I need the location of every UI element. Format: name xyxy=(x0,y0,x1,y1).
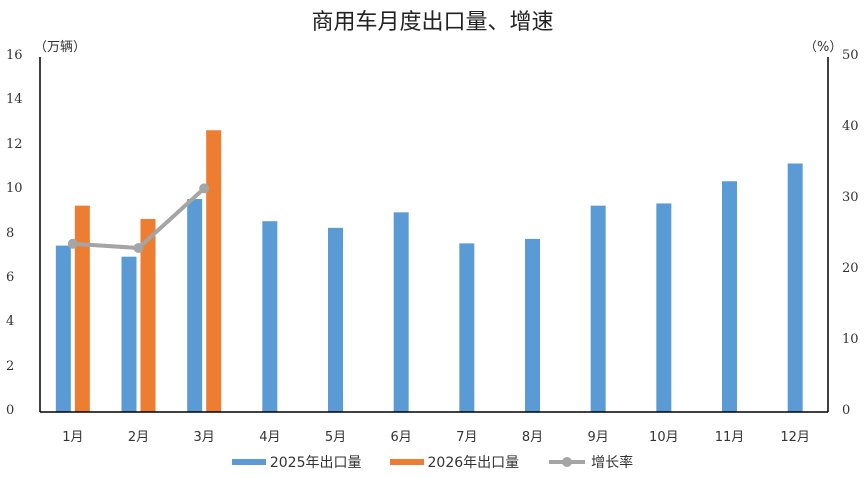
legend-swatch-2026 xyxy=(389,459,424,465)
bar-2025 xyxy=(187,199,203,412)
right-tick-label: 10 xyxy=(842,332,859,347)
legend-label-2025: 2025年出口量 xyxy=(269,455,362,471)
legend-label-2026: 2026年出口量 xyxy=(427,455,520,471)
legend-item-2026[interactable]: 2026年出口量 xyxy=(389,452,520,472)
x-tick-label: 7月 xyxy=(456,430,478,445)
left-tick-label: 16 xyxy=(6,48,23,63)
left-tick-label: 10 xyxy=(6,181,23,197)
growth-line xyxy=(72,186,206,250)
right-tick-label: 40 xyxy=(842,119,859,134)
x-tick-label: 9月 xyxy=(587,430,609,445)
left-tick-label: 0 xyxy=(6,403,15,418)
x-tick-label: 5月 xyxy=(324,430,347,445)
x-tick-label: 4月 xyxy=(259,430,281,445)
bar-2026 xyxy=(140,218,156,412)
legend-item-growth[interactable]: 增长率 xyxy=(547,452,633,472)
left-tick-label: 14 xyxy=(6,92,23,108)
bar-2025 xyxy=(262,221,278,412)
legend: 2025年出口量 2026年出口量 增长率 xyxy=(0,452,865,472)
bar-2025 xyxy=(656,203,672,412)
growth-marker xyxy=(67,238,78,249)
left-tick-label: 12 xyxy=(6,136,23,152)
left-tick-label: 8 xyxy=(6,225,15,241)
x-tick-label: 11月 xyxy=(714,430,745,445)
left-tick-label: 2 xyxy=(6,358,15,374)
x-tick-label: 8月 xyxy=(521,430,544,445)
bar-2025 xyxy=(393,212,409,412)
x-tick-label: 2月 xyxy=(127,430,150,445)
bar-2025 xyxy=(328,227,343,412)
x-tick-label: 3月 xyxy=(193,430,215,445)
bar-2025 xyxy=(787,163,803,412)
right-tick-label: 50 xyxy=(842,48,859,63)
bar-2025 xyxy=(722,181,737,412)
bar-2025 xyxy=(121,256,137,412)
left-tick-label: 4 xyxy=(6,314,15,330)
x-tick-label: 12月 xyxy=(780,430,810,445)
x-tick-label: 10月 xyxy=(649,430,679,445)
legend-line-marker-icon xyxy=(549,457,586,467)
growth-marker xyxy=(133,242,144,253)
right-tick-label: 20 xyxy=(842,261,859,276)
growth-marker xyxy=(199,183,210,194)
right-tick-label: 30 xyxy=(842,190,859,205)
bar-2026 xyxy=(74,205,90,412)
right-tick-label: 0 xyxy=(842,403,851,418)
bar-2025 xyxy=(459,243,475,412)
bar-2025 xyxy=(525,238,540,412)
legend-item-2025[interactable]: 2025年出口量 xyxy=(231,452,362,472)
left-tick-label: 6 xyxy=(6,269,15,285)
bar-2026 xyxy=(206,130,222,412)
legend-label-growth: 增长率 xyxy=(591,455,634,471)
chart-title: 商用车月度出口量、增速 xyxy=(311,10,554,35)
bar-2025 xyxy=(590,205,606,412)
right-axis-unit: （%） xyxy=(804,40,843,55)
legend-swatch-2025 xyxy=(231,459,266,465)
left-axis-unit: （万辆） xyxy=(34,40,87,55)
bar-2025 xyxy=(55,245,71,412)
x-tick-label: 1月 xyxy=(62,430,84,445)
x-tick-label: 6月 xyxy=(390,430,412,445)
